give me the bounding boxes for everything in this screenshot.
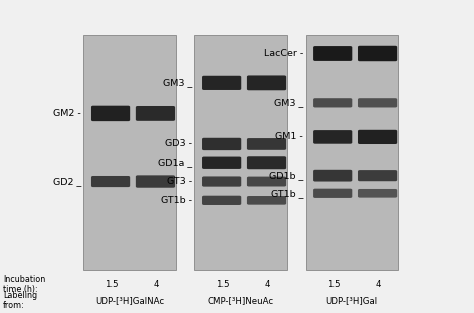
Text: GT1b _: GT1b _ [271, 189, 303, 198]
FancyBboxPatch shape [313, 130, 352, 144]
Text: LacCer -: LacCer - [264, 49, 303, 58]
FancyBboxPatch shape [247, 75, 286, 90]
Text: UDP-[³H]Gal: UDP-[³H]Gal [326, 296, 378, 305]
FancyBboxPatch shape [313, 98, 352, 107]
FancyBboxPatch shape [247, 156, 286, 169]
Text: GM2 -: GM2 - [53, 109, 81, 118]
Text: GD1b _: GD1b _ [269, 171, 303, 180]
Text: 1.5: 1.5 [105, 280, 118, 289]
Bar [83, 35, 175, 269]
Bar [194, 35, 287, 269]
FancyBboxPatch shape [91, 176, 130, 187]
FancyBboxPatch shape [313, 46, 352, 61]
Text: GT3 -: GT3 - [167, 177, 192, 186]
Text: 1.5: 1.5 [327, 280, 341, 289]
Text: 4: 4 [376, 280, 382, 289]
FancyBboxPatch shape [202, 177, 241, 187]
Text: GM3 _: GM3 _ [163, 78, 192, 87]
Text: 1.5: 1.5 [216, 280, 229, 289]
Text: GD3 -: GD3 - [165, 140, 192, 148]
Text: CMP-[³H]NeuAc: CMP-[³H]NeuAc [208, 296, 273, 305]
FancyBboxPatch shape [202, 76, 241, 90]
FancyBboxPatch shape [136, 175, 175, 188]
Text: GM3 _: GM3 _ [274, 98, 303, 107]
FancyBboxPatch shape [358, 46, 397, 61]
FancyBboxPatch shape [313, 189, 352, 198]
FancyBboxPatch shape [358, 189, 397, 198]
Text: Incubation
time (h):: Incubation time (h): [3, 275, 46, 294]
FancyBboxPatch shape [358, 98, 397, 107]
Text: GM1 -: GM1 - [275, 132, 303, 141]
Bar [306, 35, 398, 269]
FancyBboxPatch shape [91, 106, 130, 121]
Text: 4: 4 [154, 280, 159, 289]
FancyBboxPatch shape [202, 156, 241, 169]
Text: 4: 4 [265, 280, 271, 289]
FancyBboxPatch shape [247, 196, 286, 205]
Text: UDP-[³H]GalNAc: UDP-[³H]GalNAc [95, 296, 164, 305]
Text: GT1b -: GT1b - [161, 196, 192, 205]
Text: GD2 _: GD2 _ [53, 177, 81, 186]
FancyBboxPatch shape [358, 130, 397, 144]
FancyBboxPatch shape [136, 106, 175, 121]
FancyBboxPatch shape [202, 196, 241, 205]
Text: Labeling
from:: Labeling from: [3, 291, 37, 310]
FancyBboxPatch shape [313, 170, 352, 182]
FancyBboxPatch shape [247, 177, 286, 187]
FancyBboxPatch shape [358, 170, 397, 181]
FancyBboxPatch shape [247, 138, 286, 150]
Text: GD1a _: GD1a _ [158, 158, 192, 167]
FancyBboxPatch shape [202, 138, 241, 150]
